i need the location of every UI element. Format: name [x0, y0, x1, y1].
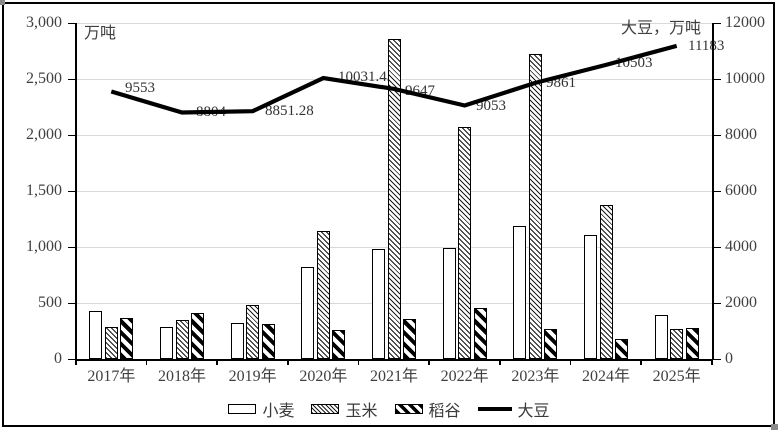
legend-label-rice: 稻谷	[428, 403, 461, 420]
legend-label-wheat: 小麦	[262, 403, 295, 420]
legend-item-corn: 玉米	[311, 397, 378, 421]
chart-border	[2, 2, 775, 427]
legend-swatch-rice	[394, 404, 423, 414]
legend-item-rice: 稻谷	[394, 397, 461, 421]
selection-handle-right	[771, 424, 778, 430]
legend-label-corn: 玉米	[345, 403, 378, 420]
legend-label-soybean: 大豆	[517, 403, 550, 420]
legend-swatch-wheat	[228, 404, 257, 414]
left-axis-title: 万吨	[84, 25, 117, 42]
right-axis-title: 大豆，万吨	[621, 20, 702, 37]
legend-swatch-soybean	[477, 406, 512, 412]
legend: 小麦 玉米 稻谷 大豆	[0, 397, 778, 421]
selection-handle-top-left	[0, 0, 5, 5]
legend-item-soybean: 大豆	[477, 397, 550, 421]
legend-item-wheat: 小麦	[228, 397, 294, 421]
legend-swatch-corn	[311, 404, 340, 414]
